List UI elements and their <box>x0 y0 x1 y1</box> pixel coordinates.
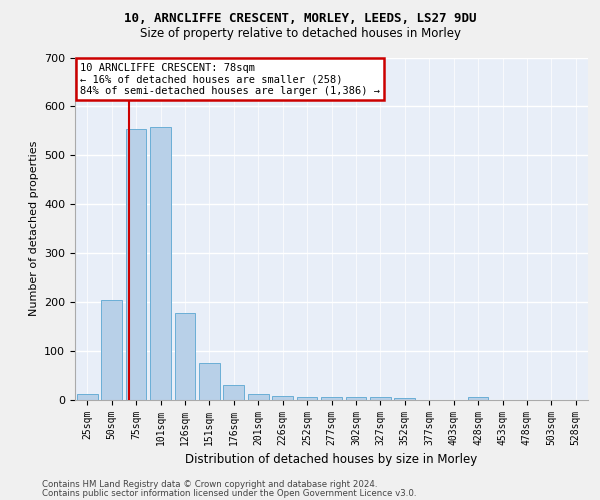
Bar <box>248 394 269 400</box>
Bar <box>101 300 122 400</box>
Text: Contains public sector information licensed under the Open Government Licence v3: Contains public sector information licen… <box>42 489 416 498</box>
Bar <box>296 397 317 400</box>
Bar <box>272 396 293 400</box>
Bar <box>125 130 146 400</box>
Bar <box>394 398 415 400</box>
Bar <box>199 363 220 400</box>
Bar <box>77 394 98 400</box>
Text: 10, ARNCLIFFE CRESCENT, MORLEY, LEEDS, LS27 9DU: 10, ARNCLIFFE CRESCENT, MORLEY, LEEDS, L… <box>124 12 476 26</box>
Bar <box>175 313 196 400</box>
Bar <box>467 396 488 400</box>
Bar <box>346 397 367 400</box>
Text: 10 ARNCLIFFE CRESCENT: 78sqm
← 16% of detached houses are smaller (258)
84% of s: 10 ARNCLIFFE CRESCENT: 78sqm ← 16% of de… <box>80 62 380 96</box>
Bar <box>370 397 391 400</box>
Bar <box>150 127 171 400</box>
Y-axis label: Number of detached properties: Number of detached properties <box>29 141 38 316</box>
Bar <box>321 396 342 400</box>
Bar <box>223 386 244 400</box>
Text: Contains HM Land Registry data © Crown copyright and database right 2024.: Contains HM Land Registry data © Crown c… <box>42 480 377 489</box>
X-axis label: Distribution of detached houses by size in Morley: Distribution of detached houses by size … <box>185 454 478 466</box>
Text: Size of property relative to detached houses in Morley: Size of property relative to detached ho… <box>139 28 461 40</box>
